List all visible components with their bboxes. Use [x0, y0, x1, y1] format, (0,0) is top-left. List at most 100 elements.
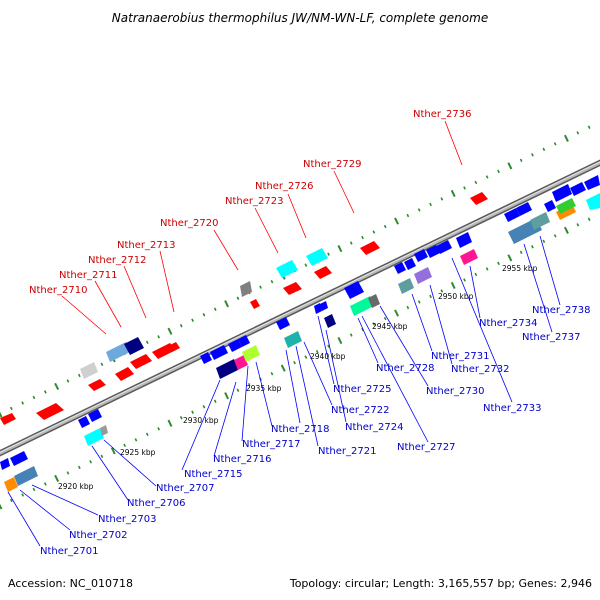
- gene-label[interactable]: Nther_2701: [40, 546, 98, 557]
- track-tick: [497, 261, 500, 266]
- gene-reverse[interactable]: [216, 359, 238, 379]
- gene-reverse[interactable]: [586, 193, 600, 210]
- gene-label[interactable]: Nther_2736: [413, 109, 471, 120]
- gene-forward[interactable]: [314, 266, 332, 279]
- gene-reverse[interactable]: [276, 317, 290, 330]
- gene-reverse[interactable]: [570, 182, 586, 196]
- leader-line: [287, 193, 307, 239]
- gene-reverse[interactable]: [436, 240, 452, 254]
- gene-forward[interactable]: [130, 354, 152, 369]
- gene-label[interactable]: Nther_2713: [117, 240, 175, 251]
- gene-reverse[interactable]: [4, 477, 18, 492]
- gene-reverse[interactable]: [516, 202, 532, 216]
- gene-label[interactable]: Nther_2703: [98, 514, 156, 525]
- gene-label[interactable]: Nther_2734: [479, 318, 537, 329]
- gene-reverse[interactable]: [78, 416, 90, 428]
- gene-reverse[interactable]: [584, 175, 600, 190]
- gene-reverse[interactable]: [242, 345, 260, 362]
- gene-reverse[interactable]: [398, 278, 414, 294]
- gene-forward[interactable]: [240, 281, 252, 297]
- gene-forward[interactable]: [0, 413, 16, 425]
- gene-reverse[interactable]: [426, 245, 440, 258]
- gene-reverse[interactable]: [504, 208, 520, 222]
- gene-label[interactable]: Nther_2712: [88, 255, 146, 266]
- gene-reverse[interactable]: [320, 301, 328, 311]
- gene-label[interactable]: Nther_2737: [522, 332, 580, 343]
- gene-forward[interactable]: [124, 337, 144, 355]
- gene-label[interactable]: Nther_2702: [69, 530, 127, 541]
- gene-reverse[interactable]: [10, 451, 28, 466]
- gene-forward[interactable]: [80, 362, 98, 379]
- gene-forward[interactable]: [470, 192, 488, 205]
- gene-label[interactable]: Nther_2711: [59, 270, 117, 281]
- gene-reverse[interactable]: [530, 212, 550, 230]
- gene-reverse[interactable]: [284, 331, 302, 348]
- gene-label[interactable]: Nther_2710: [29, 285, 87, 296]
- gene-label[interactable]: Nther_2732: [451, 364, 509, 375]
- gene-label[interactable]: Nther_2722: [331, 405, 389, 416]
- gene-reverse[interactable]: [460, 249, 478, 265]
- gene-reverse[interactable]: [314, 303, 322, 314]
- gene-label[interactable]: Nther_2724: [345, 422, 403, 433]
- gene-reverse[interactable]: [350, 296, 374, 316]
- leader-line: [241, 365, 249, 442]
- gene-reverse[interactable]: [228, 339, 242, 352]
- gene-reverse[interactable]: [88, 409, 102, 422]
- track-tick: [497, 169, 500, 174]
- gene-forward[interactable]: [115, 367, 134, 381]
- leader-line: [361, 315, 429, 443]
- gene-reverse[interactable]: [100, 425, 108, 436]
- gene-label[interactable]: Nther_2723: [225, 196, 283, 207]
- gene-label[interactable]: Nther_2721: [318, 446, 376, 457]
- gene-label[interactable]: Nther_2707: [156, 483, 214, 494]
- gene-label[interactable]: Nther_2725: [333, 384, 391, 395]
- leader-line: [255, 361, 273, 427]
- track-tick: [519, 158, 523, 163]
- gene-forward[interactable]: [276, 260, 298, 278]
- gene-reverse[interactable]: [394, 262, 406, 274]
- gene-label[interactable]: Nther_2727: [397, 442, 455, 453]
- gene-reverse[interactable]: [200, 352, 212, 364]
- gene-reverse[interactable]: [456, 232, 472, 248]
- gene-label[interactable]: Nther_2718: [271, 424, 329, 435]
- gene-forward[interactable]: [106, 342, 130, 362]
- gene-label[interactable]: Nther_2733: [483, 403, 541, 414]
- gene-forward[interactable]: [88, 379, 106, 391]
- track-tick: [542, 147, 546, 152]
- gene-label[interactable]: Nther_2730: [426, 386, 484, 397]
- track-tick: [202, 313, 206, 317]
- gene-reverse[interactable]: [404, 258, 416, 270]
- gene-reverse[interactable]: [414, 267, 432, 284]
- gene-label[interactable]: Nther_2728: [376, 363, 434, 374]
- gene-label[interactable]: Nther_2706: [127, 498, 185, 509]
- gene-label[interactable]: Nther_2716: [213, 454, 271, 465]
- gene-forward[interactable]: [250, 299, 260, 309]
- gene-reverse[interactable]: [234, 355, 248, 370]
- gene-label[interactable]: Nther_2729: [303, 159, 361, 170]
- gene-forward[interactable]: [168, 342, 180, 352]
- gene-reverse[interactable]: [414, 249, 428, 262]
- gene-label[interactable]: Nther_2715: [184, 469, 242, 480]
- gene-reverse[interactable]: [84, 428, 104, 446]
- gene-reverse[interactable]: [210, 345, 228, 360]
- gene-forward[interactable]: [360, 241, 380, 255]
- gene-reverse[interactable]: [556, 198, 576, 214]
- gene-label[interactable]: Nther_2720: [160, 218, 218, 229]
- gene-label[interactable]: Nther_2738: [532, 305, 590, 316]
- gene-forward[interactable]: [36, 403, 64, 420]
- track-tick: [327, 344, 330, 348]
- gene-label[interactable]: Nther_2731: [431, 351, 489, 362]
- gene-reverse[interactable]: [544, 200, 556, 212]
- gene-forward[interactable]: [283, 282, 302, 295]
- leader-line: [469, 265, 481, 319]
- gene-reverse[interactable]: [0, 458, 10, 470]
- gene-reverse[interactable]: [14, 466, 38, 486]
- gene-reverse[interactable]: [368, 294, 380, 308]
- gene-reverse[interactable]: [552, 184, 572, 202]
- gene-label[interactable]: Nther_2726: [255, 181, 313, 192]
- gene-reverse[interactable]: [238, 335, 250, 347]
- gene-label[interactable]: Nther_2717: [242, 439, 300, 450]
- gene-reverse[interactable]: [324, 314, 336, 328]
- gene-reverse[interactable]: [344, 281, 364, 299]
- gene-forward[interactable]: [306, 248, 328, 266]
